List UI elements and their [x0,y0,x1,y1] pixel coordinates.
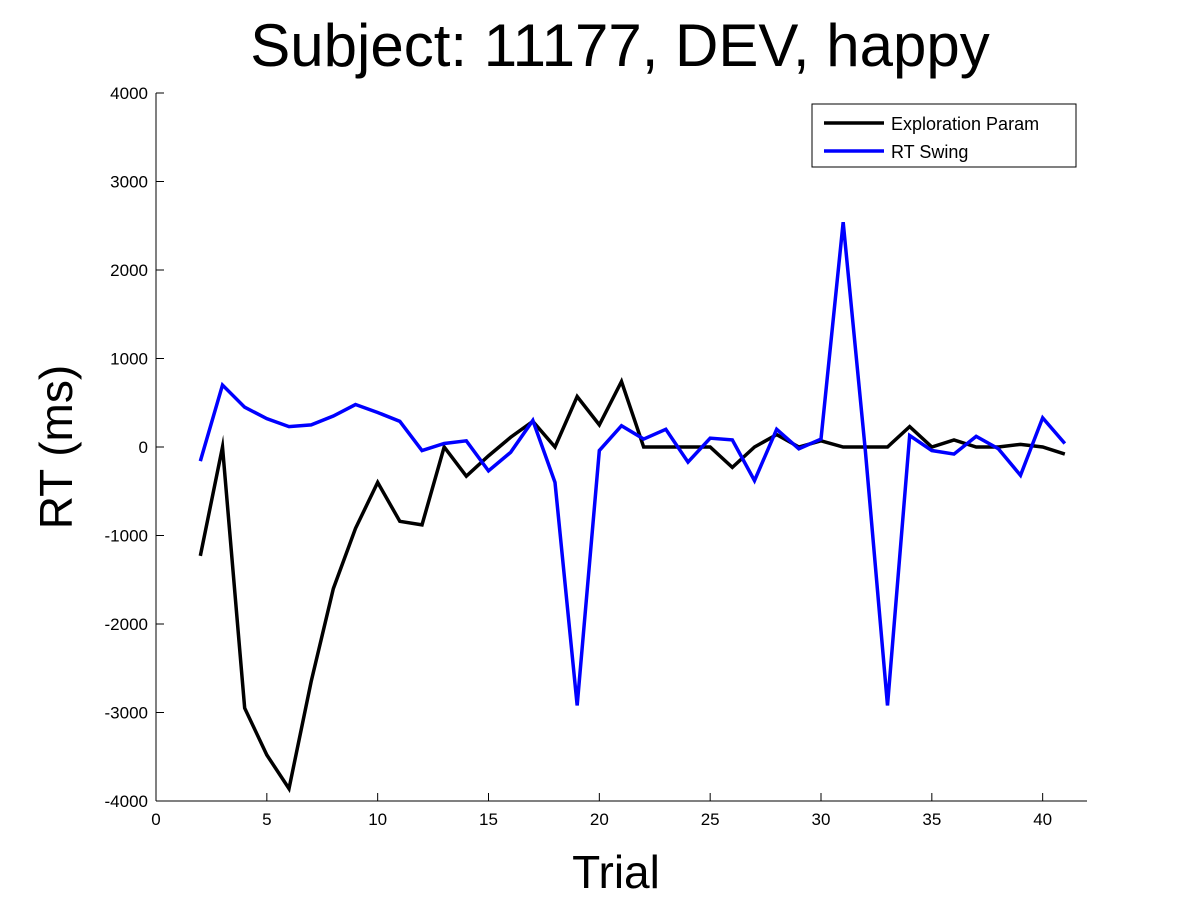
x-axis: 0 5 10 15 20 25 30 35 40 [151,793,1052,829]
x-axis-title: Trial [572,846,660,898]
x-tick-label: 5 [262,810,271,829]
x-tick-label: 35 [922,810,941,829]
legend-label: Exploration Param [891,114,1039,134]
chart-title: Subject: 11177, DEV, happy [250,12,989,79]
x-tick-label: 25 [701,810,720,829]
series-line-rt-swing [198,222,1067,706]
y-tick-label: -4000 [105,792,148,811]
y-tick-label: 0 [139,438,148,457]
series-line-exploration-param [198,377,1066,794]
x-tick-label: 10 [368,810,387,829]
series-layer [198,222,1067,794]
x-tick-label: 15 [479,810,498,829]
y-tick-label: -1000 [105,527,148,546]
y-axis: -4000 -3000 -2000 -1000 0 1000 2000 3000 4000 [105,84,164,811]
y-tick-label: 4000 [110,84,148,103]
legend-box [811,103,1077,168]
y-tick-label: -3000 [105,704,148,723]
x-tick-label: 20 [590,810,609,829]
x-tick-label: 30 [812,810,831,829]
y-tick-label: 3000 [110,173,148,192]
y-tick-label: -2000 [105,615,148,634]
legend: Exploration Param RT Swing [811,103,1077,168]
axes-frame [155,93,1087,802]
y-tick-label: 1000 [110,350,148,369]
y-axis-title: RT (ms) [30,365,82,529]
x-tick-label: 40 [1033,810,1052,829]
x-tick-label: 0 [151,810,160,829]
y-tick-label: 2000 [110,261,148,280]
legend-label: RT Swing [891,142,968,162]
